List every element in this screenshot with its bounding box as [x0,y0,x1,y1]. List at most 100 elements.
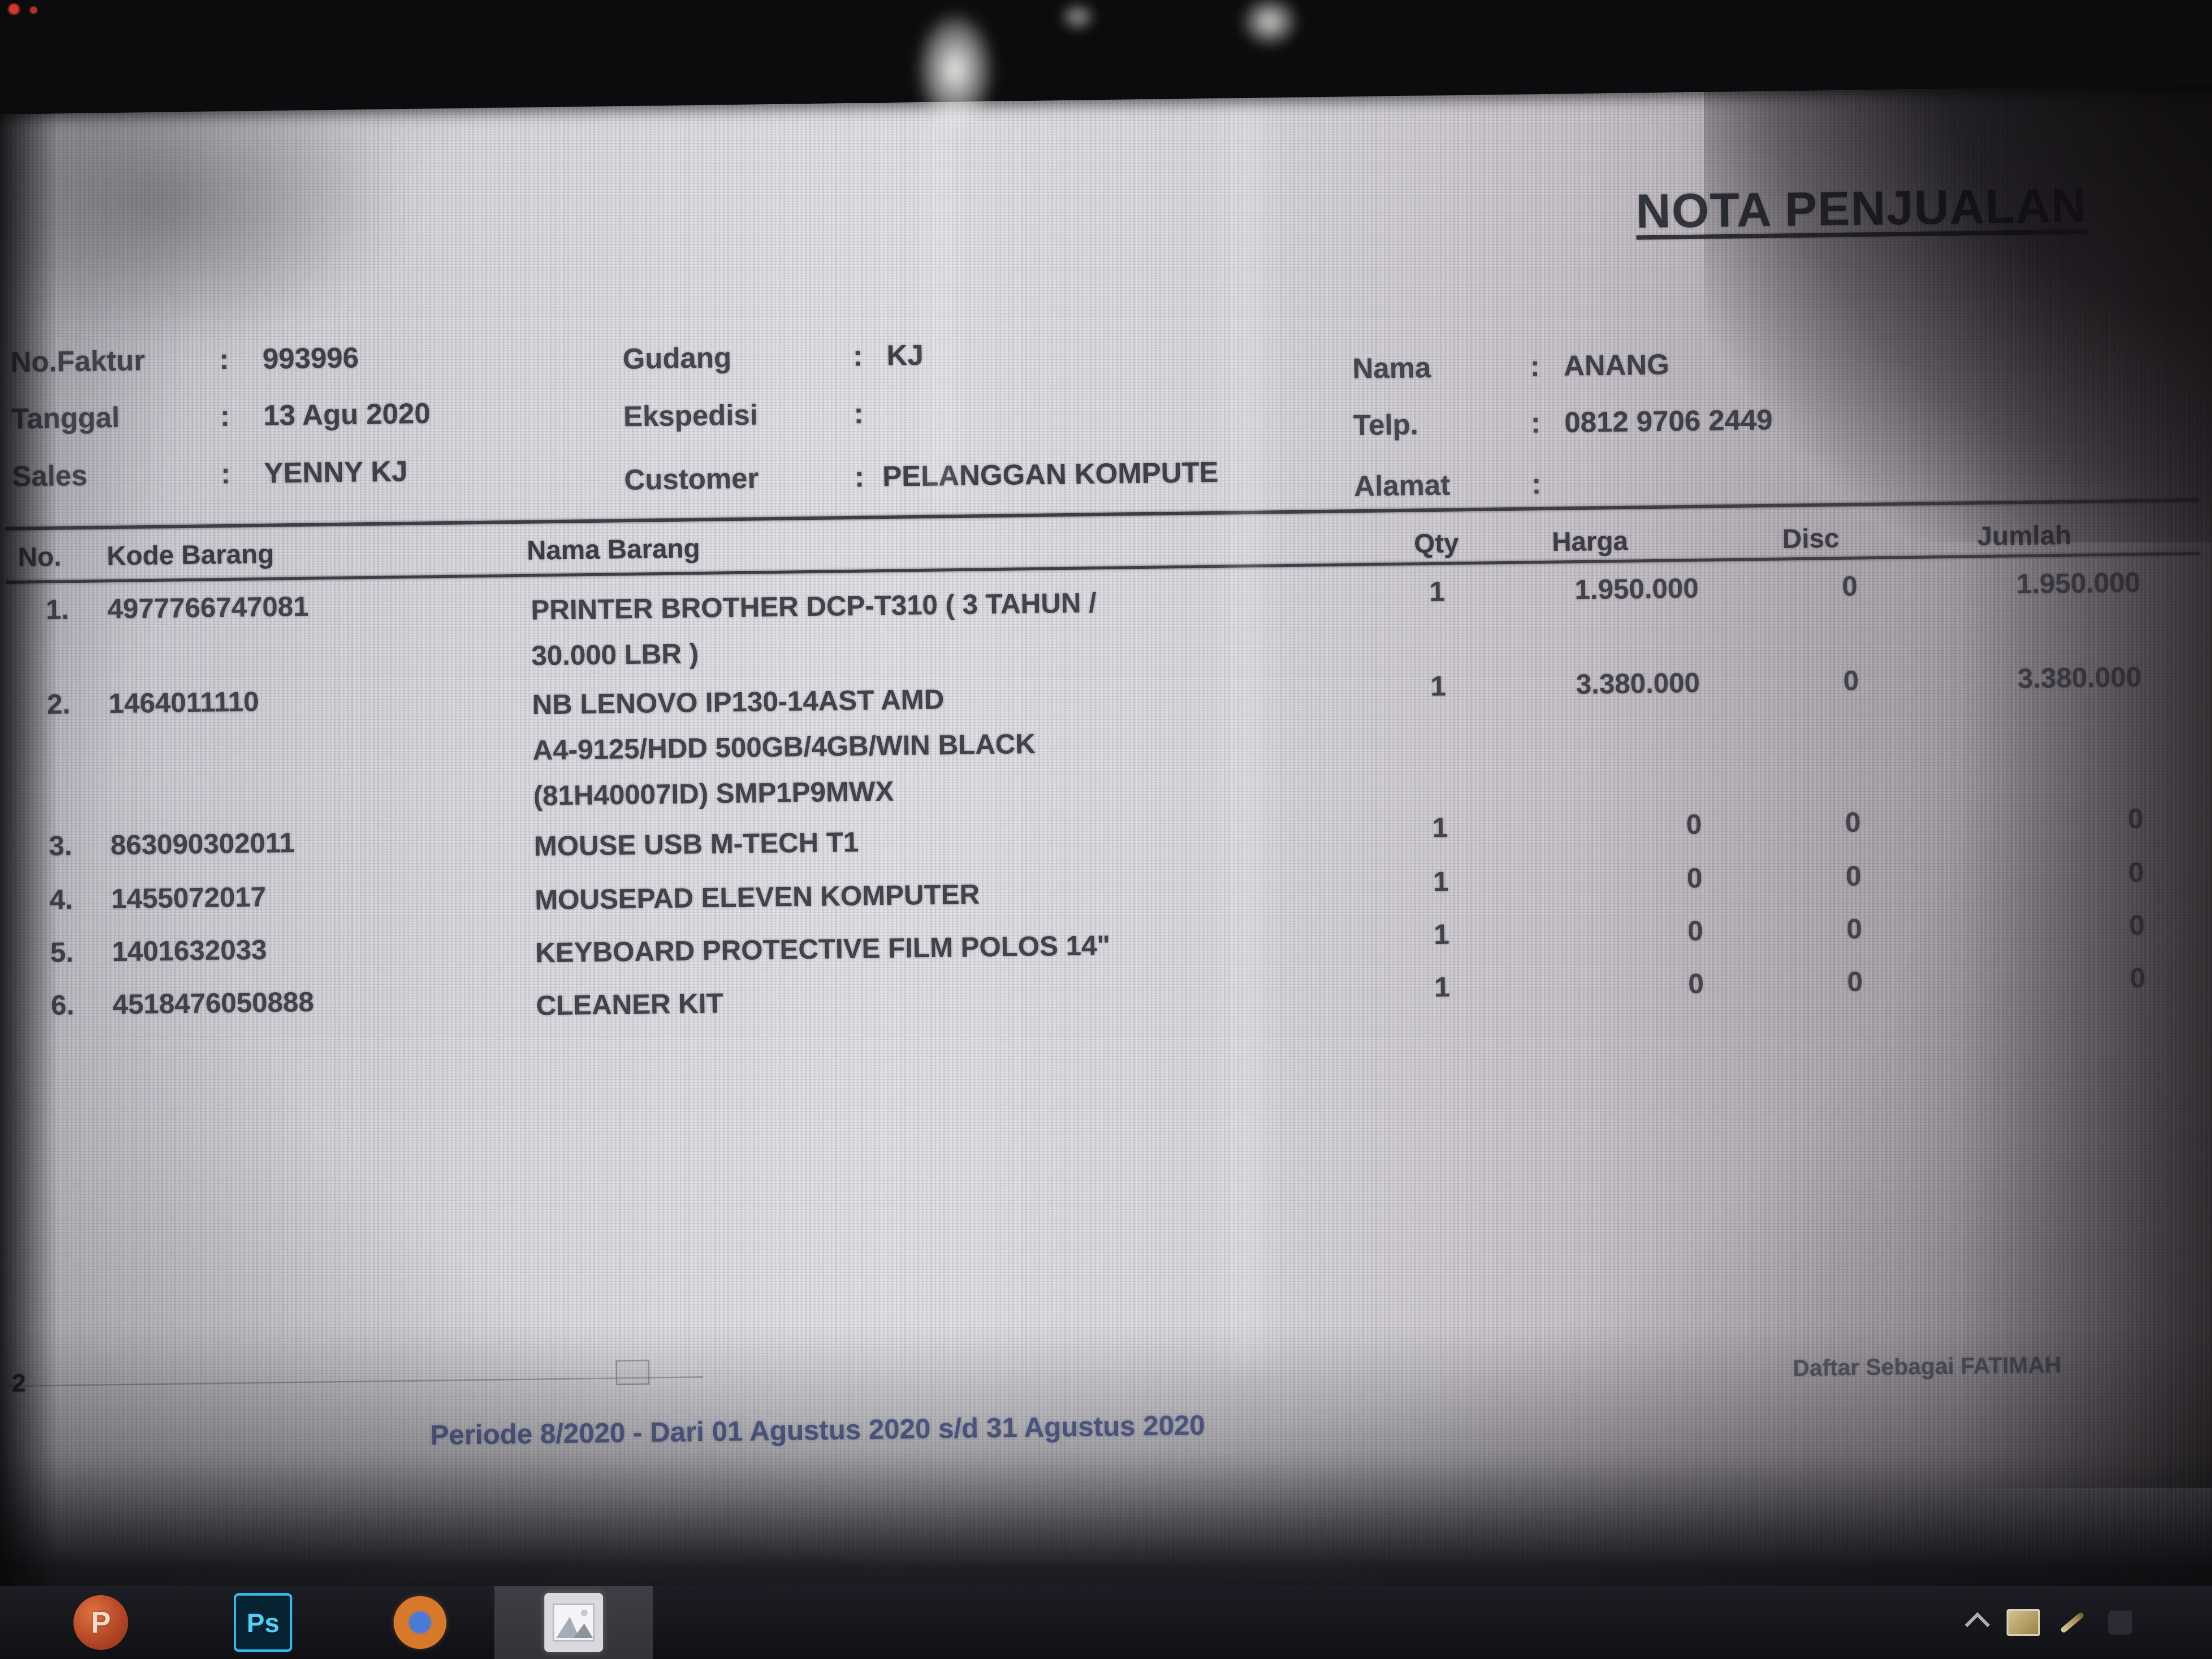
field-label-nama: Nama [1352,351,1431,385]
row-qty: 1 [1429,576,1445,608]
table-top-rule [5,498,2200,530]
field-value-nama: ANANG [1563,348,1670,382]
powerpoint-icon: P [73,1595,128,1650]
field-value-sales: YENNY KJ [264,455,408,489]
taskbar-item-photoshop[interactable]: Ps [225,1586,301,1659]
taskbar-item-browser[interactable] [382,1586,458,1659]
row-no: 4. [49,884,73,915]
row-no: 2. [47,688,71,720]
field-sep: : [1530,350,1540,383]
tray-item-generic[interactable] [2099,1586,2142,1659]
row-harga: 0 [1687,915,1704,947]
table-row[interactable]: 1. 4977766747081 PRINTER BROTHER DCP-T31… [0,565,2209,672]
photo-frame-icon [2007,1609,2040,1636]
row-nama: KEYBOARD PROTECTIVE FILM POLOS 14" [535,929,1110,969]
taskbar-item-powerpoint[interactable]: P [62,1586,139,1659]
row-jumlah: 0 [2128,856,2144,889]
field-value-gudang: KJ [886,338,924,372]
field-value-tanggal: 13 Agu 2020 [263,397,431,432]
row-jumlah: 1.950.000 [2016,566,2140,600]
col-header-kode: Kode Barang [106,538,275,571]
row-nama: NB LENOVO IP130-14AST AMD A4-9125/HDD 50… [532,684,1036,812]
row-no: 5. [50,937,74,968]
field-label-sales: Sales [12,459,88,493]
field-sep: : [1530,407,1541,439]
row-qty: 1 [1433,918,1450,950]
field-sep: : [220,457,231,490]
row-kode: 1464011110 [108,686,259,720]
row-qty: 1 [1430,670,1446,702]
field-value-telp: 0812 9706 2449 [1564,403,1773,439]
row-nama: MOUSEPAD ELEVEN KOMPUTER [534,878,980,916]
field-sep: : [854,460,865,493]
periode-status: Periode 8/2020 - Dari 01 Agustus 2020 s/… [430,1409,1205,1451]
col-header-harga: Harga [1551,525,1628,557]
row-kode: 1455072017 [111,881,266,915]
browser-icon [394,1596,446,1649]
field-label-alamat: Alamat [1354,469,1451,503]
row-harga: 3.380.000 [1575,667,1700,700]
login-status: Daftar Sebagai FATIMAH [1792,1352,2062,1382]
row-kode: 4977766747081 [107,590,309,625]
field-sep: : [853,339,863,372]
row-jumlah: 0 [2129,909,2145,941]
row-harga: 0 [1686,808,1702,841]
field-label-ekspedisi: Ekspedisi [623,398,758,433]
photos-icon [544,1593,603,1652]
row-nama: MOUSE USB M-TECH T1 [533,826,859,862]
col-header-disc: Disc [1782,522,1839,554]
field-label-no-faktur: No.Faktur [10,344,145,378]
row-harga: 0 [1688,968,1704,1000]
row-disc: 0 [1845,860,1862,892]
row-nama: CLEANER KIT [536,987,723,1022]
tray-item-pen[interactable] [2051,1586,2094,1659]
row-harga: 0 [1686,862,1703,894]
horizontal-scrollbar[interactable] [7,1376,703,1387]
tray-chevron-up[interactable] [1962,1586,1996,1659]
row-kode: 1401632033 [111,934,267,968]
row-qty: 1 [1432,812,1448,844]
field-value-no-faktur: 993996 [262,341,359,375]
generic-tray-icon [2108,1611,2132,1635]
row-disc: 0 [1845,806,1861,838]
col-header-qty: Qty [1414,528,1459,559]
tray-item-photo[interactable] [2002,1586,2045,1659]
field-sep: : [854,397,864,430]
page-indicator: 2 [12,1369,26,1397]
row-jumlah: 0 [2128,803,2144,835]
field-label-customer: Customer [624,462,759,496]
row-kode: 863090302011 [110,827,295,861]
row-nama: PRINTER BROTHER DCP-T310 ( 3 TAHUN / 30.… [530,587,1097,672]
pen-icon [2059,1611,2085,1634]
row-disc: 0 [1847,966,1863,998]
row-no: 6. [50,989,75,1021]
field-value-customer: PELANGGAN KOMPUTE [882,456,1219,493]
field-label-tanggal: Tanggal [11,401,120,435]
row-jumlah: 3.380.000 [2017,661,2142,695]
col-header-jumlah: Jumlah [1977,519,2072,552]
row-qty: 1 [1432,866,1449,898]
row-jumlah: 0 [2129,962,2146,994]
photoshop-icon: Ps [234,1593,292,1652]
page-title: NOTA PENJUALAN [1635,179,2088,239]
row-kode: 4518476050888 [112,986,314,1021]
photo-glyph [553,1603,595,1642]
field-sep: : [1531,468,1542,500]
windows-taskbar: P Ps [0,1586,2212,1659]
row-harga: 1.950.000 [1575,572,1699,606]
field-label-telp: Telp. [1353,408,1419,442]
col-header-nama: Nama Barang [526,533,700,565]
row-qty: 1 [1434,971,1450,1003]
row-no: 1. [46,594,70,625]
col-header-no: No. [17,541,61,572]
taskbar-item-photos-active[interactable] [494,1586,653,1659]
field-sep: : [220,399,230,433]
row-disc: 0 [1843,665,1859,697]
scrollbar-thumb[interactable] [615,1359,650,1385]
field-sep: : [219,343,229,376]
chevron-up-icon [1964,1612,1990,1637]
row-disc: 0 [1846,913,1863,945]
row-disc: 0 [1841,570,1858,602]
row-no: 3. [48,830,72,862]
